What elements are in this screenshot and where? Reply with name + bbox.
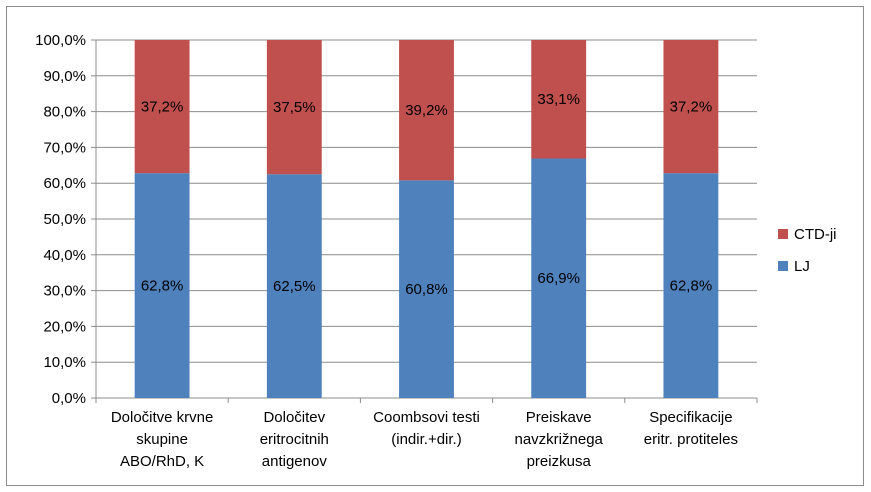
y-tick-label: 60,0% (43, 175, 86, 192)
y-tick-label: 50,0% (43, 211, 86, 228)
data-label: 37,2% (670, 99, 713, 116)
bar-segment-ctd-ji (531, 40, 587, 159)
data-label: 66,9% (537, 270, 580, 287)
data-label: 60,8% (405, 281, 448, 298)
legend-label: LJ (794, 258, 810, 275)
x-category-label: skupine (136, 431, 188, 448)
legend-label: CTD-ji (794, 226, 837, 243)
bar-segment-ctd-ji (266, 40, 322, 175)
legend-swatch (778, 261, 788, 271)
data-label: 62,5% (273, 278, 316, 295)
data-label: 33,1% (537, 91, 580, 108)
x-category-label: antigenov (262, 453, 328, 470)
bar-segment-lj (266, 174, 322, 398)
y-tick-label: 40,0% (43, 247, 86, 264)
x-category-label: navzkrižnega (515, 431, 604, 448)
x-category-label: preizkusa (527, 453, 592, 470)
x-category-label: ABO/RhD, K (120, 453, 204, 470)
data-label: 37,5% (273, 99, 316, 116)
x-category-label: Specifikacije (649, 409, 732, 426)
bar-segment-lj (399, 180, 454, 398)
y-tick-label: 90,0% (43, 68, 86, 85)
bar-segment-ctd-ji (134, 40, 190, 174)
y-tick-label: 80,0% (43, 104, 86, 121)
data-label: 62,8% (141, 278, 184, 295)
data-label: 62,8% (670, 278, 713, 295)
data-label: 37,2% (141, 99, 184, 116)
bar-segment-ctd-ji (399, 40, 454, 181)
x-category-label: (indir.+dir.) (391, 431, 461, 448)
x-category-label: eritrocitnih (260, 431, 329, 448)
bar-segment-lj (134, 173, 190, 398)
x-category-label: Preiskave (526, 409, 592, 426)
bar-segment-lj (663, 173, 719, 398)
y-tick-label: 0,0% (52, 390, 86, 407)
bar-segment-ctd-ji (663, 40, 719, 174)
x-category-label: Določitve krvne (111, 409, 214, 426)
data-label: 39,2% (405, 102, 448, 119)
y-tick-label: 100,0% (35, 32, 86, 49)
y-tick-label: 20,0% (43, 318, 86, 335)
y-tick-label: 70,0% (43, 139, 86, 156)
x-category-label: eritr. protiteles (644, 431, 738, 448)
x-category-label: Določitev (263, 409, 325, 426)
x-category-label: Coombsovi testi (373, 409, 480, 426)
bar-segment-lj (531, 158, 587, 398)
legend-swatch (778, 229, 788, 239)
y-tick-label: 30,0% (43, 283, 86, 300)
y-tick-label: 10,0% (43, 354, 86, 371)
